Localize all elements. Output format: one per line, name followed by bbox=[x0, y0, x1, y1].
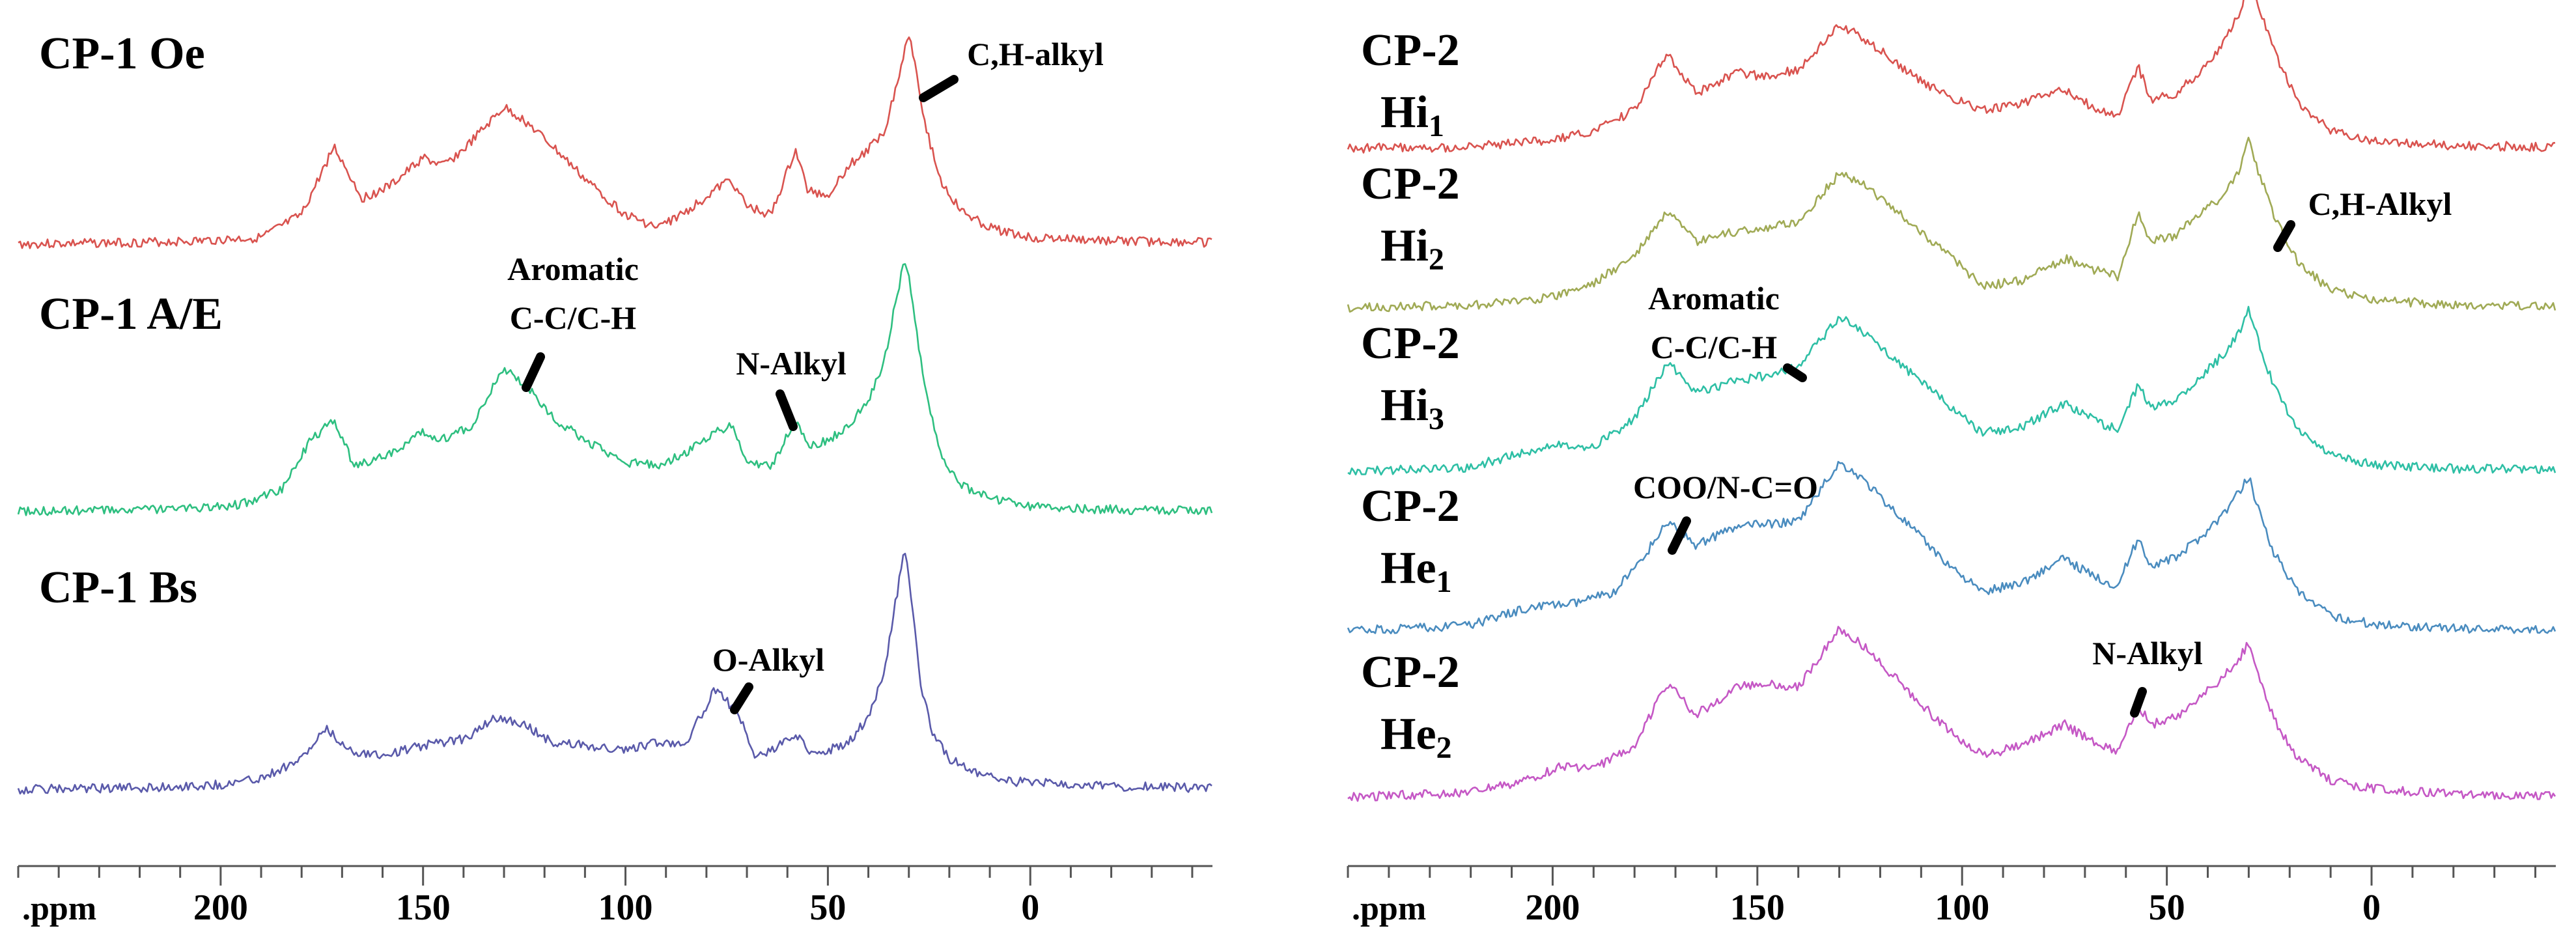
peak-annotation: COO/N-C=O bbox=[1633, 469, 1818, 505]
x-axis-unit-label: .ppm bbox=[1352, 890, 1426, 927]
spectrum-cp-1-bs bbox=[17, 552, 1212, 795]
sample-label: CP-2 bbox=[1361, 318, 1460, 369]
sample-label-line2: Hi3 bbox=[1380, 380, 1444, 436]
x-tick-label: 0 bbox=[1021, 888, 1039, 928]
spectrum-cp-2-he2 bbox=[1347, 626, 2556, 802]
x-tick-label: 50 bbox=[2149, 888, 2185, 928]
peak-annotation: C,H-Alkyl bbox=[2308, 186, 2452, 222]
peak-annotation: C,H-alkyl bbox=[967, 36, 1104, 72]
sample-label-line2: Hi1 bbox=[1380, 87, 1444, 143]
spectrum-cp-2-hi1 bbox=[1347, 0, 2556, 154]
spectrum-cp-2-he1 bbox=[1347, 460, 2556, 634]
annotation-leader bbox=[1783, 363, 1807, 382]
x-tick-label: 50 bbox=[809, 888, 846, 928]
left-panel: 200 150 100 50 0 .ppm CP-1 Oe C,H-alkyl CP-1 A/E… bbox=[17, 29, 1213, 928]
spectrum-cp-1-a-e bbox=[17, 263, 1213, 516]
peak-annotation: N-Alkyl bbox=[736, 345, 847, 382]
sample-label: CP-2 bbox=[1361, 159, 1460, 209]
peak-annotation: C-C/C-H bbox=[510, 300, 637, 336]
peak-annotation: N-Alkyl bbox=[2092, 635, 2203, 671]
sample-label: CP-1 Oe bbox=[39, 29, 205, 79]
annotation-leader bbox=[919, 75, 959, 102]
sample-label: CP-2 bbox=[1361, 25, 1460, 76]
spectrum-cp-1-oe bbox=[18, 36, 1212, 249]
x-tick-label: 100 bbox=[1935, 888, 1989, 928]
annotation-leader bbox=[730, 682, 753, 714]
sample-label-line2: Hi2 bbox=[1380, 221, 1444, 277]
spectrum-cp-2-hi3 bbox=[1347, 305, 2556, 476]
sample-label: CP-1 Bs bbox=[39, 563, 197, 613]
peak-annotation: Aromatic bbox=[1648, 280, 1780, 316]
x-tick-label: 200 bbox=[193, 888, 248, 928]
spectrum-cp-2-hi2 bbox=[1347, 137, 2556, 313]
x-tick-label: 150 bbox=[1730, 888, 1785, 928]
sample-label: CP-1 A/E bbox=[39, 289, 223, 339]
sample-label-line2: He2 bbox=[1380, 709, 1452, 765]
right-panel: 200 150 100 50 0 .ppm CP-2 Hi1 CP-2 Hi2 C,H-Alkyl C… bbox=[1347, 0, 2556, 928]
sample-label: CP-2 bbox=[1361, 647, 1460, 697]
annotation-leader bbox=[2273, 220, 2295, 252]
x-tick-label: 150 bbox=[396, 888, 451, 928]
peak-annotation: Aromatic bbox=[507, 251, 639, 287]
peak-annotation: C-C/C-H bbox=[1651, 329, 1778, 365]
x-tick-label: 100 bbox=[598, 888, 653, 928]
annotation-leader bbox=[522, 352, 545, 392]
x-tick-label: 0 bbox=[2362, 888, 2381, 928]
annotation-leader bbox=[2130, 687, 2147, 718]
annotation-leader bbox=[1668, 516, 1691, 555]
annotation-leader bbox=[776, 389, 798, 431]
x-axis-unit-label: .ppm bbox=[22, 890, 96, 927]
sample-label: CP-2 bbox=[1361, 481, 1460, 531]
peak-annotation: O-Alkyl bbox=[712, 641, 824, 678]
x-tick-label: 200 bbox=[1525, 888, 1580, 928]
sample-label-line2: He1 bbox=[1380, 543, 1452, 599]
